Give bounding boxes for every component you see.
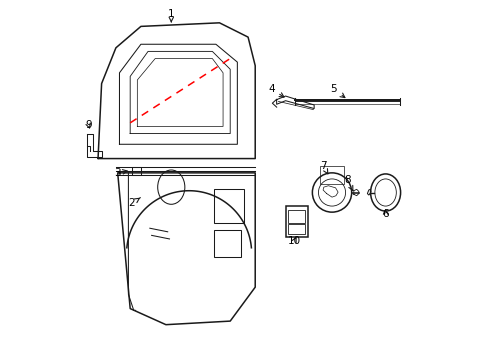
Bar <box>320 166 343 184</box>
Text: 1: 1 <box>167 9 174 22</box>
Text: 8: 8 <box>344 175 352 190</box>
Bar <box>285 206 307 237</box>
Bar <box>287 210 305 222</box>
Text: 9: 9 <box>85 120 92 130</box>
Text: 2: 2 <box>128 198 140 208</box>
Text: 10: 10 <box>287 236 301 246</box>
Bar <box>214 230 241 257</box>
Text: 5: 5 <box>330 84 344 98</box>
Bar <box>287 224 305 234</box>
Text: 4: 4 <box>267 84 284 97</box>
Text: 6: 6 <box>382 209 388 219</box>
Bar <box>214 189 244 223</box>
Text: 3: 3 <box>114 168 127 178</box>
Text: 7: 7 <box>319 161 327 174</box>
Bar <box>132 167 141 175</box>
